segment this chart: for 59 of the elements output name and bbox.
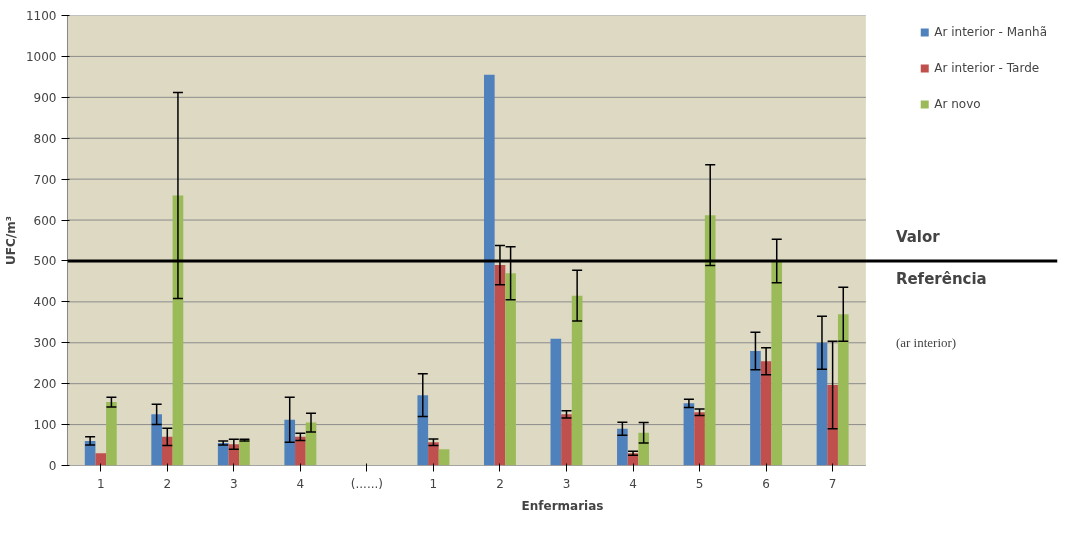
text: (ar interior) [895, 335, 957, 351]
x-tick-label: 1 [96, 476, 105, 491]
bar [638, 432, 649, 466]
x-tick-label: 2 [163, 476, 172, 491]
bar [704, 215, 716, 466]
bar [617, 428, 628, 466]
bar [494, 265, 506, 466]
legend-label: Ar novo [934, 97, 981, 111]
y-tick-label: 100 [33, 418, 57, 433]
legend-label: Ar interior - Manhã [934, 25, 1047, 39]
bar [550, 338, 562, 466]
x-tick-label: 5 [695, 476, 704, 491]
y-tick-label: 400 [33, 295, 57, 310]
x-axis-title: Enfermarias [521, 498, 604, 513]
x-tick-label: 4 [629, 476, 637, 491]
x-tick-label: 1 [429, 476, 438, 491]
bar [161, 436, 173, 466]
bar [239, 440, 250, 466]
x-tick-label: 3 [230, 476, 238, 491]
x-tick-label: (......) [350, 476, 384, 491]
bar [827, 384, 838, 466]
bar [571, 295, 583, 466]
x-tick-label: 4 [296, 476, 305, 491]
y-tick-label: 1000 [25, 49, 57, 64]
bar [295, 436, 306, 466]
bar [837, 314, 849, 466]
x-tick-label: 3 [562, 476, 571, 491]
bar [694, 412, 705, 466]
bar [816, 342, 828, 466]
bar [750, 350, 761, 466]
bar [428, 442, 439, 466]
bar [771, 260, 783, 466]
y-tick-label: 200 [33, 377, 57, 392]
bar [438, 449, 450, 466]
bar [683, 403, 695, 466]
legend-label: Ar interior - Tarde [934, 61, 1040, 75]
x-tick-label: 7 [828, 476, 837, 491]
y-tick-label: 700 [33, 172, 57, 187]
bar [483, 74, 495, 466]
bar [417, 395, 429, 466]
y-tick-label: 1100 [25, 9, 57, 23]
bar [151, 414, 162, 466]
x-tick-label: 2 [496, 476, 504, 491]
y-tick-label: 300 [33, 336, 57, 351]
text: Valor Referência [895, 227, 987, 288]
bar [284, 419, 296, 466]
y-tick-label: 900 [33, 90, 57, 105]
bar [760, 361, 772, 466]
y-tick-label: 800 [33, 131, 57, 146]
y-axis-title: UFC/m³ [3, 216, 18, 265]
bar [106, 402, 117, 466]
x-tick-label: 6 [762, 476, 770, 491]
bar [561, 414, 572, 466]
bar [217, 443, 229, 466]
y-tick-label: 600 [33, 213, 57, 228]
bar [95, 453, 107, 466]
y-tick-label: 0 [48, 459, 57, 473]
y-tick-label: 500 [33, 254, 57, 269]
bar [505, 273, 516, 466]
